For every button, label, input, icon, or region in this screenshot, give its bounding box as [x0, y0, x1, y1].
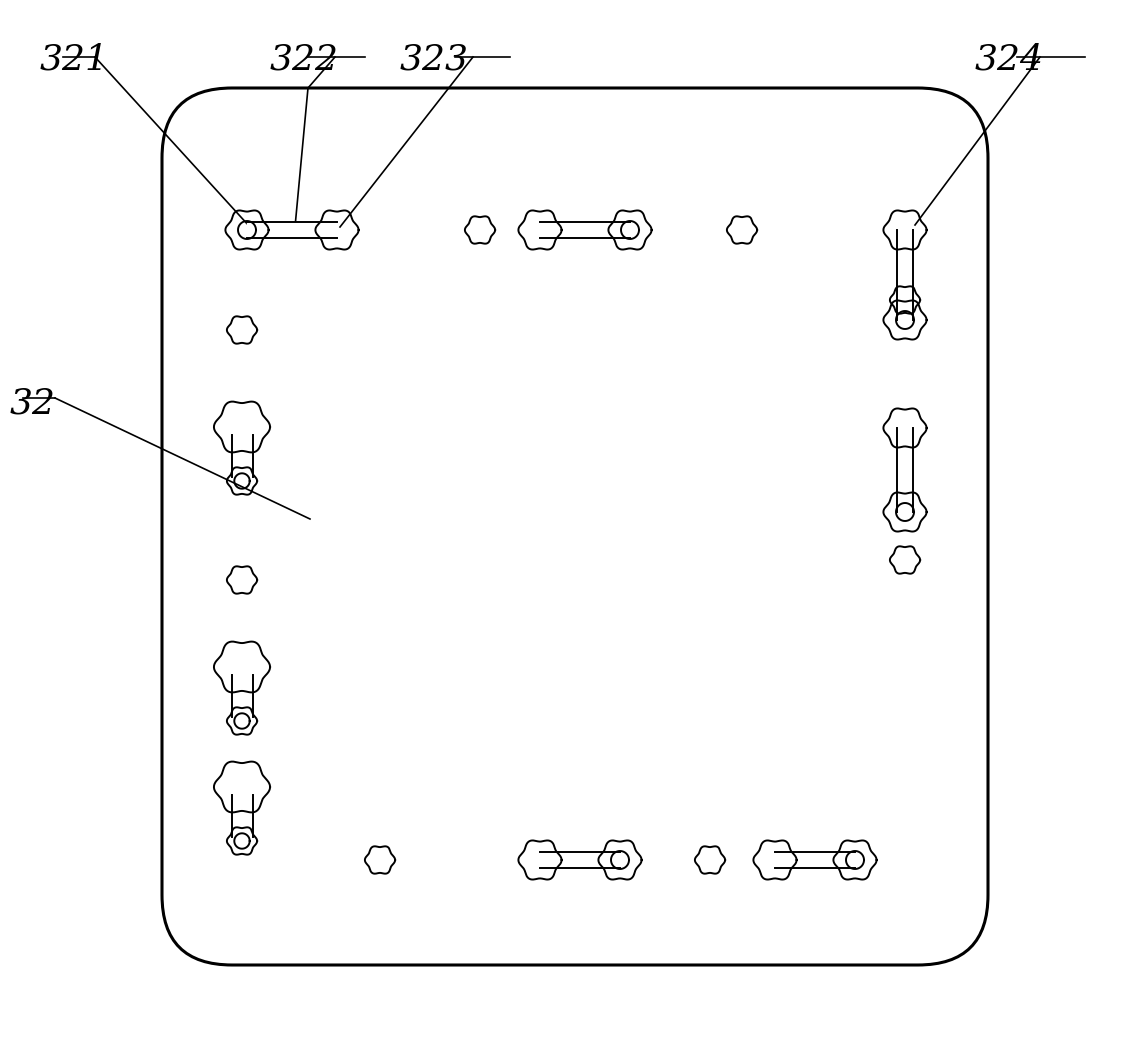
Text: 324: 324 [976, 42, 1044, 76]
Polygon shape [897, 230, 913, 320]
Text: 322: 322 [269, 42, 339, 76]
Text: 323: 323 [400, 42, 468, 76]
Polygon shape [775, 852, 855, 869]
Text: 321: 321 [40, 42, 109, 76]
Polygon shape [540, 852, 620, 869]
Polygon shape [540, 221, 630, 238]
Polygon shape [232, 675, 252, 716]
Polygon shape [897, 428, 913, 512]
FancyBboxPatch shape [161, 88, 988, 965]
Polygon shape [232, 795, 252, 837]
Polygon shape [247, 221, 337, 238]
Polygon shape [232, 434, 252, 477]
Text: 32: 32 [10, 387, 56, 421]
